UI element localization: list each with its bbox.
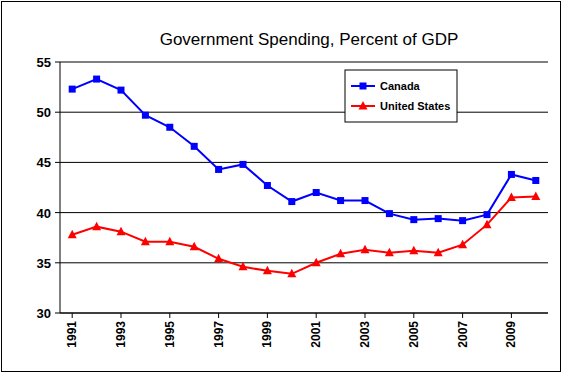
plot-area <box>68 76 541 278</box>
grid-line <box>60 262 548 263</box>
legend-box <box>345 70 457 122</box>
x-tick <box>365 313 366 318</box>
x-tick <box>413 313 414 318</box>
legend-label: Canada <box>380 80 421 92</box>
x-tick <box>169 313 170 318</box>
series-marker <box>191 143 198 150</box>
series-marker <box>458 240 467 249</box>
y-tick <box>55 112 60 113</box>
series-marker <box>239 262 248 271</box>
series-marker <box>166 124 173 131</box>
series-marker <box>165 237 174 246</box>
series-marker <box>117 227 126 236</box>
series-marker <box>508 171 515 178</box>
series-marker <box>93 76 100 83</box>
x-tick <box>316 313 317 318</box>
y-tick-label: 50 <box>37 105 51 120</box>
x-tick <box>511 313 512 318</box>
x-tick-label: 2007 <box>456 321 470 348</box>
series-marker <box>263 266 272 275</box>
legend-marker <box>360 83 367 90</box>
x-tick-label: 1995 <box>163 321 177 348</box>
y-tick <box>55 62 60 63</box>
series-marker <box>337 197 344 204</box>
series-marker <box>214 254 223 263</box>
y-tick <box>55 262 60 263</box>
y-tick-label: 35 <box>37 256 51 271</box>
series-marker <box>312 258 321 267</box>
series-marker <box>361 245 370 254</box>
x-tick <box>121 313 122 318</box>
series-marker <box>68 230 77 239</box>
grid-line <box>60 112 548 113</box>
series-marker <box>459 217 466 224</box>
series-marker <box>362 197 369 204</box>
chart-border <box>2 2 561 372</box>
series-marker <box>531 192 540 201</box>
series-marker <box>336 249 345 258</box>
y-tick-label: 30 <box>37 306 51 321</box>
series-marker <box>190 242 199 251</box>
chart-title: Government Spending, Percent of GDP <box>160 30 459 49</box>
y-tick-label: 45 <box>37 155 51 170</box>
series-marker <box>141 237 150 246</box>
series-marker <box>69 86 76 93</box>
x-tick <box>218 313 219 318</box>
series-marker <box>435 215 442 222</box>
series-marker <box>386 210 393 217</box>
series-marker <box>240 161 247 168</box>
series-marker <box>118 87 125 94</box>
series-marker <box>484 211 491 218</box>
series-marker <box>532 177 539 184</box>
y-tick <box>55 313 60 314</box>
series-marker <box>507 193 516 202</box>
series-line <box>72 197 536 274</box>
series-marker <box>313 189 320 196</box>
series-marker <box>215 166 222 173</box>
x-tick-label: 2009 <box>504 321 518 348</box>
x-tick-label: 2003 <box>358 321 372 348</box>
grid-line <box>60 62 548 63</box>
legend-marker <box>359 101 368 110</box>
legend-label: United States <box>380 100 450 112</box>
y-tick-label: 40 <box>37 206 51 221</box>
chart-container: Government Spending, Percent of GDP 30 35 4… <box>0 0 563 375</box>
y-tick <box>55 212 60 213</box>
series-marker <box>92 222 101 231</box>
x-tick <box>72 313 73 318</box>
grid-line <box>60 162 548 163</box>
series-line <box>72 79 536 221</box>
series-marker <box>288 198 295 205</box>
legend: Canada United States <box>345 70 457 122</box>
grid-line <box>60 212 548 213</box>
x-tick-label: 1991 <box>65 321 79 348</box>
grid-line <box>60 313 548 314</box>
series-marker <box>483 220 492 229</box>
series-marker <box>385 248 394 257</box>
series-marker <box>409 246 418 255</box>
series-marker <box>287 269 296 278</box>
y-axis-line <box>60 62 61 313</box>
x-tick-label: 1997 <box>212 321 226 348</box>
x-axis-line <box>60 313 548 314</box>
series-marker <box>410 216 417 223</box>
x-tick-label: 1993 <box>114 321 128 348</box>
series-marker <box>142 112 149 119</box>
chart-svg: Government Spending, Percent of GDP 30 35 4… <box>0 0 563 375</box>
y-tick <box>55 162 60 163</box>
x-tick-label: 1999 <box>260 321 274 348</box>
x-tick-label: 2005 <box>407 321 421 348</box>
x-tick <box>267 313 268 318</box>
x-tick-label: 2001 <box>309 321 323 348</box>
series-marker <box>264 182 271 189</box>
series-marker <box>434 248 443 257</box>
y-tick-label: 55 <box>37 55 51 70</box>
x-tick <box>462 313 463 318</box>
